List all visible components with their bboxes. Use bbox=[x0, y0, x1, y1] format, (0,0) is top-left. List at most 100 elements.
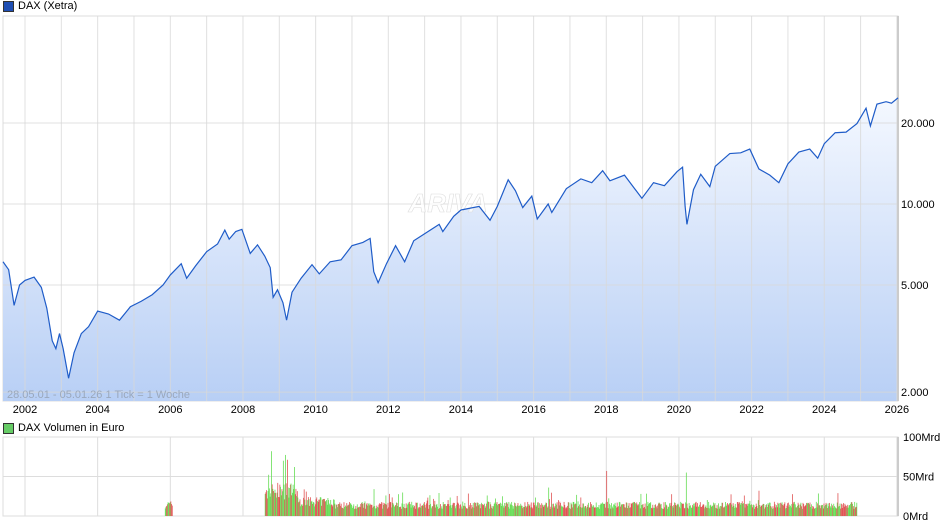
volume-bar bbox=[364, 501, 366, 516]
volume-bar bbox=[776, 505, 777, 516]
volume-bar bbox=[481, 504, 483, 516]
volume-bar bbox=[855, 506, 857, 516]
volume-bar bbox=[605, 502, 607, 516]
volume-bar bbox=[349, 503, 351, 516]
volume-bar bbox=[824, 504, 826, 516]
volume-bar bbox=[636, 502, 638, 516]
volume-bar bbox=[639, 508, 641, 516]
volume-bar bbox=[662, 508, 664, 516]
volume-bar bbox=[613, 504, 615, 516]
volume-bar bbox=[403, 503, 405, 516]
volume-bar bbox=[412, 505, 414, 516]
volume-bar bbox=[526, 506, 528, 516]
volume-bar bbox=[548, 499, 550, 516]
volume-bar bbox=[634, 502, 636, 516]
volume-bar bbox=[451, 507, 452, 516]
volume-bar bbox=[171, 505, 173, 516]
volume-bar bbox=[788, 506, 790, 516]
volume-bar bbox=[739, 502, 740, 516]
volume-bar bbox=[433, 498, 434, 516]
volume-bar bbox=[282, 460, 284, 516]
volume-bar bbox=[383, 505, 385, 516]
volume-bar bbox=[537, 502, 539, 516]
volume-bar bbox=[333, 499, 334, 516]
volume-bar bbox=[279, 484, 281, 516]
volume-bar bbox=[578, 506, 580, 516]
volume-bar bbox=[289, 487, 291, 516]
volume-bar bbox=[298, 501, 300, 516]
volume-bar bbox=[401, 503, 403, 516]
volume-bar bbox=[851, 502, 853, 516]
volume-bar bbox=[413, 507, 415, 516]
volume-bar bbox=[591, 505, 593, 516]
volume-bar bbox=[806, 503, 808, 516]
volume-bar bbox=[752, 507, 754, 516]
volume-bar bbox=[628, 503, 630, 516]
volume-bar bbox=[663, 502, 665, 516]
volume-bar bbox=[720, 505, 721, 516]
volume-bar bbox=[562, 506, 564, 516]
volume-bar bbox=[843, 503, 844, 516]
volume-bar bbox=[715, 508, 717, 516]
volume-bar bbox=[304, 499, 306, 516]
volume-bar bbox=[479, 508, 481, 516]
volume-bar bbox=[738, 503, 740, 516]
volume-bar bbox=[665, 504, 667, 516]
volume-bar bbox=[696, 506, 698, 516]
volume-bar bbox=[430, 503, 432, 516]
volume-bar bbox=[791, 503, 793, 516]
volume-bar bbox=[555, 504, 557, 516]
volume-bar bbox=[622, 504, 624, 516]
volume-bar bbox=[268, 474, 270, 516]
volume-bar bbox=[841, 507, 843, 516]
volume-bar bbox=[725, 501, 726, 516]
volume-bar bbox=[836, 502, 838, 516]
volume-bar bbox=[321, 505, 323, 516]
volume-bar bbox=[421, 506, 422, 516]
volume-bar bbox=[592, 506, 594, 516]
volume-bar bbox=[801, 508, 803, 516]
volume-bar bbox=[535, 506, 537, 516]
volume-bar bbox=[278, 497, 279, 516]
volume-bar bbox=[472, 507, 473, 516]
volume-bar bbox=[408, 503, 410, 516]
volume-bar bbox=[351, 508, 353, 516]
volume-bar bbox=[530, 507, 531, 516]
x-tick-label: 2002 bbox=[13, 404, 37, 416]
volume-bar bbox=[461, 508, 463, 516]
volume-bar bbox=[834, 506, 835, 516]
volume-bar bbox=[571, 504, 573, 516]
volume-bar bbox=[833, 503, 835, 516]
volume-bar bbox=[737, 501, 739, 516]
volume-bar bbox=[519, 505, 521, 516]
volume-bar bbox=[361, 501, 363, 516]
volume-bar bbox=[442, 508, 443, 516]
x-tick-label: 2024 bbox=[812, 404, 836, 416]
volume-bar bbox=[823, 503, 825, 516]
volume-bar bbox=[546, 503, 547, 516]
volume-bar bbox=[667, 508, 668, 516]
volume-bar bbox=[792, 502, 794, 516]
volume-bar bbox=[446, 506, 448, 516]
volume-bar bbox=[312, 501, 314, 516]
volume-bar bbox=[685, 502, 687, 516]
volume-bar bbox=[588, 502, 589, 516]
volume-bar bbox=[776, 507, 778, 516]
volume-bar bbox=[471, 505, 473, 516]
volume-bar bbox=[781, 502, 783, 516]
volume-bar bbox=[438, 493, 440, 516]
volume-bar bbox=[644, 503, 646, 516]
volume-bar bbox=[807, 502, 809, 516]
volume-bar bbox=[467, 493, 469, 516]
volume-bar bbox=[703, 504, 705, 516]
volume-bar bbox=[455, 508, 457, 516]
volume-bar bbox=[385, 495, 387, 516]
volume-bar bbox=[402, 492, 404, 516]
volume-bar bbox=[817, 503, 819, 516]
volume-bar bbox=[691, 507, 693, 516]
volume-bar bbox=[631, 504, 633, 516]
volume-bar bbox=[576, 494, 578, 516]
volume-bar bbox=[570, 502, 572, 516]
volume-bar bbox=[355, 506, 357, 516]
volume-bar bbox=[586, 508, 587, 516]
